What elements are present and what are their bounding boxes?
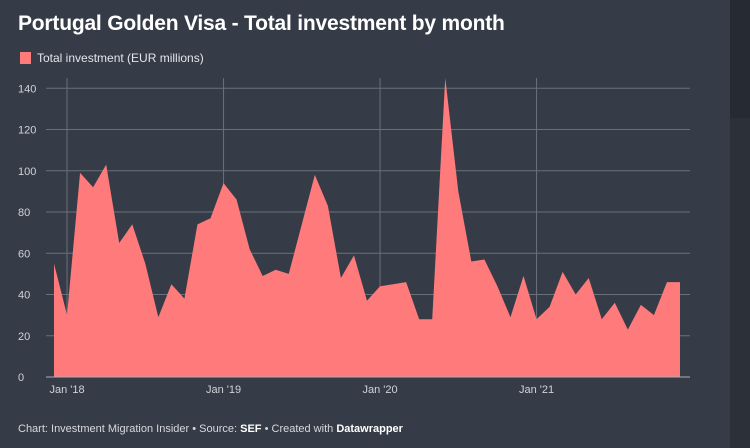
footer-credit-text: Chart: Investment Migration Insider • So… bbox=[18, 423, 241, 435]
footer-source-link[interactable]: SEF bbox=[240, 423, 262, 435]
footer-tool-link[interactable]: Datawrapper bbox=[336, 423, 403, 435]
chart-legend: Total investment (EUR millions) bbox=[20, 51, 204, 65]
chart-title: Portugal Golden Visa - Total investment … bbox=[18, 12, 505, 35]
window-edge bbox=[730, 0, 750, 448]
y-tick-label: 80 bbox=[18, 207, 30, 219]
y-tick-label: 140 bbox=[18, 83, 36, 95]
legend-label: Total investment (EUR millions) bbox=[37, 51, 204, 65]
y-tick-label: 40 bbox=[18, 290, 30, 302]
area-chart: 0 20 40 60 80 100 120 140 Jan '18 Jan '19 Jan '20 J… bbox=[18, 78, 690, 396]
x-tick-label: Jan '20 bbox=[362, 384, 397, 396]
y-tick-label: 100 bbox=[18, 166, 36, 178]
footer-created-text: • Created with bbox=[261, 423, 337, 435]
x-tick-label: Jan '21 bbox=[519, 384, 554, 396]
x-tick-label: Jan '19 bbox=[206, 384, 241, 396]
window-edge-shade bbox=[730, 0, 750, 118]
chart-footer: Chart: Investment Migration Insider • So… bbox=[18, 423, 403, 435]
legend-swatch bbox=[20, 52, 31, 64]
series-area bbox=[54, 78, 680, 377]
y-tick-label: 120 bbox=[18, 125, 36, 137]
y-tick-label: 0 bbox=[18, 372, 24, 384]
y-tick-label: 60 bbox=[18, 248, 30, 260]
y-tick-label: 20 bbox=[18, 331, 30, 343]
x-tick-label: Jan '18 bbox=[49, 384, 84, 396]
